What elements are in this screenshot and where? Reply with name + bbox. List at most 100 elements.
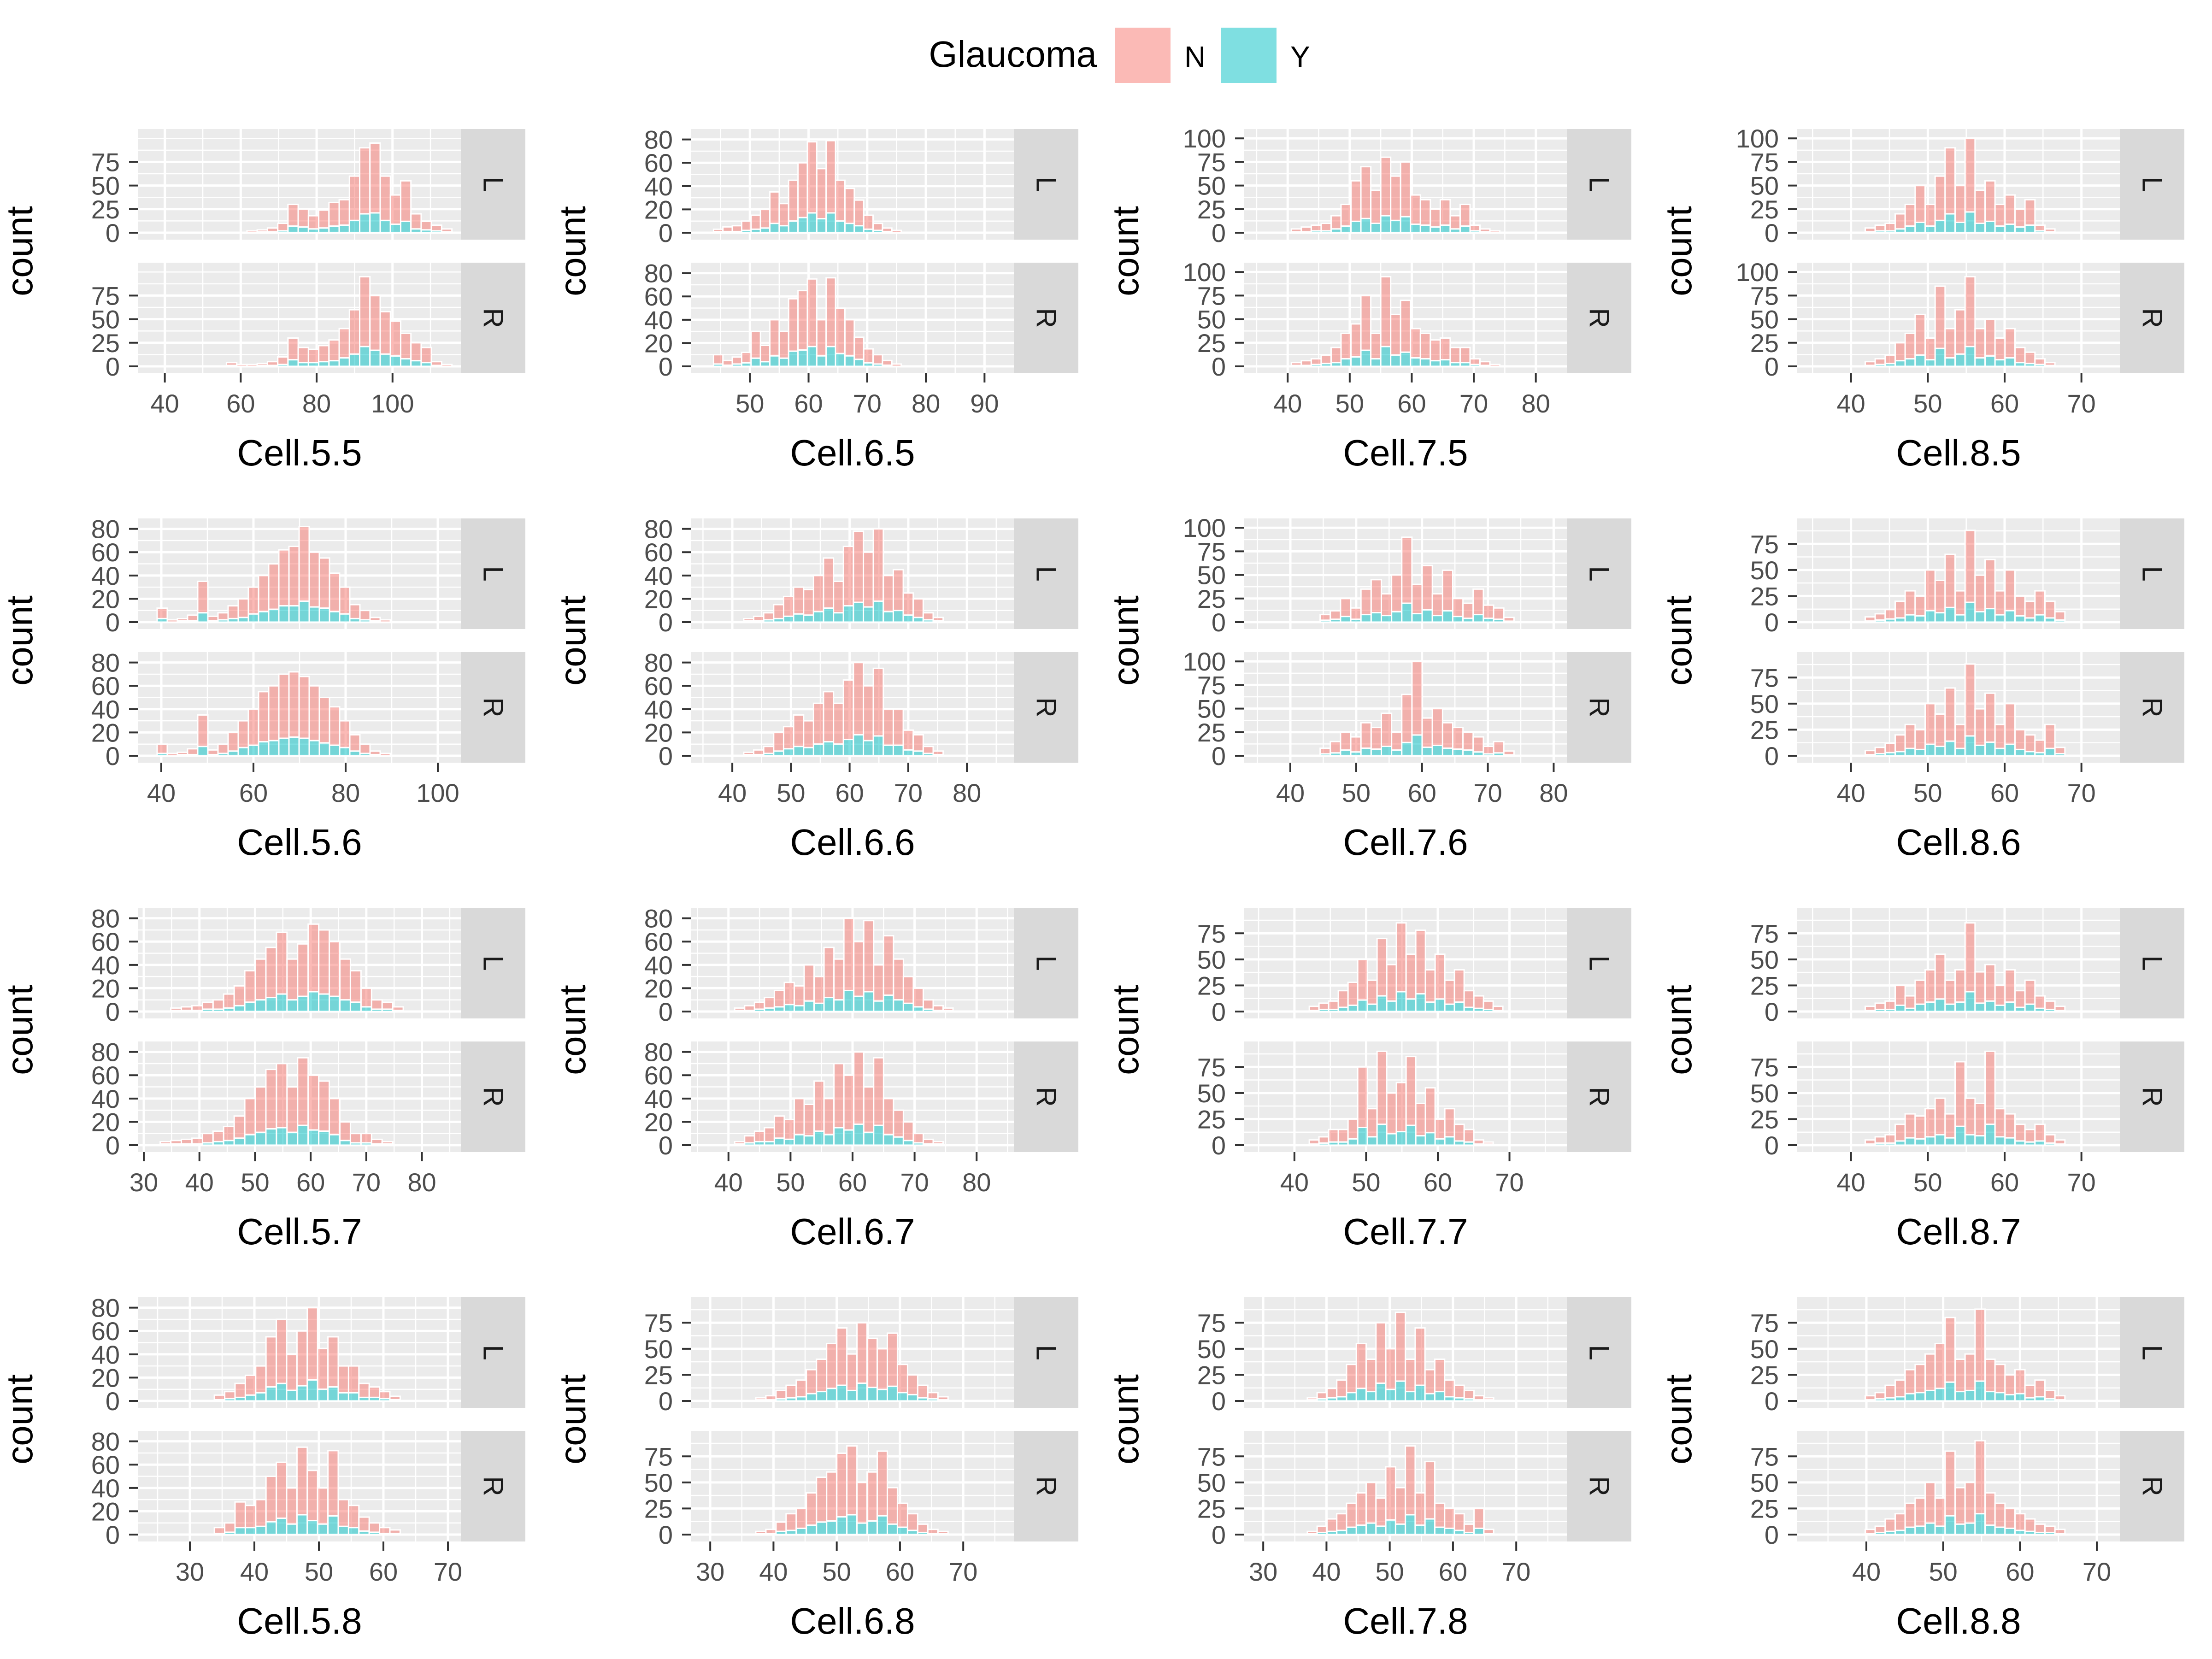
bar-y [278, 737, 290, 757]
x-axis-title: Cell.6.7 [790, 1211, 915, 1252]
bar-n [2014, 990, 2026, 1008]
bar-n [872, 223, 883, 231]
y-tick-label: 0 [106, 1520, 120, 1549]
bar-y [2004, 1001, 2016, 1012]
bar-n [1984, 964, 1996, 1002]
bar-n [759, 344, 771, 363]
bar-y [1934, 998, 1946, 1012]
strip-background [1567, 129, 1631, 240]
y-tick-label: 50 [1750, 1335, 1779, 1364]
bar-n [1381, 712, 1393, 747]
bar-y [1865, 231, 1876, 234]
strip-background [2120, 908, 2184, 1018]
bar-y [1924, 1136, 1936, 1146]
bar-y [803, 614, 814, 623]
x-tick-label: 60 [1397, 389, 1426, 418]
bar-y [902, 1140, 914, 1146]
bar-y [1894, 751, 1906, 757]
x-tick-label: 50 [777, 778, 805, 807]
bar-n [254, 958, 267, 1001]
bar-n [213, 1527, 226, 1534]
bar-n [371, 999, 383, 1010]
bar-y [318, 742, 330, 757]
x-tick-label: 30 [1249, 1557, 1277, 1586]
bar-n [1370, 189, 1382, 224]
bar-n [1944, 553, 1956, 608]
bar-n [1934, 1343, 1946, 1389]
legend-key-y [1221, 28, 1277, 83]
x-axis-title: Cell.8.8 [1896, 1600, 2021, 1641]
bar-y [1306, 1399, 1318, 1402]
bar-y [1944, 1381, 1956, 1402]
bar-n [1884, 1134, 1896, 1144]
bar-y [753, 753, 765, 757]
bar-n [379, 175, 391, 221]
bar-y [1924, 225, 1936, 234]
bar-y [1350, 751, 1362, 757]
x-axis-title: Cell.8.6 [1896, 822, 2021, 863]
bar-y [1994, 1136, 2006, 1146]
bar-n [268, 563, 280, 610]
bar-y [420, 362, 432, 367]
bar-y [1326, 1397, 1338, 1402]
bar-y [1434, 998, 1446, 1012]
bar-n [1452, 727, 1464, 750]
bar-y [1865, 1010, 1876, 1012]
bar-y [1483, 1533, 1494, 1535]
bar-n [795, 1379, 807, 1398]
bar-n [917, 1523, 929, 1533]
bar-y [430, 230, 442, 234]
bar-y [823, 1134, 835, 1146]
bar-y [2034, 614, 2046, 623]
y-tick-label: 0 [1765, 1520, 1779, 1549]
y-tick-label: 60 [644, 927, 673, 956]
bar-n [1357, 959, 1368, 1001]
bar-n [764, 997, 775, 1009]
bar-n [1934, 1497, 1946, 1527]
bar-n [1924, 569, 1936, 612]
y-tick-label: 25 [1197, 971, 1226, 1000]
bar-y [156, 618, 168, 623]
bar-n [1874, 1136, 1886, 1144]
x-tick-label: 40 [759, 1557, 788, 1586]
bar-y [877, 1515, 888, 1535]
bar-n [328, 339, 340, 362]
bar-y [803, 1000, 815, 1012]
bar-n [287, 337, 299, 361]
bar-y [156, 753, 168, 757]
bar-n [1441, 722, 1454, 749]
x-tick-label: 40 [1280, 1168, 1309, 1197]
y-tick-label: 0 [659, 1131, 673, 1160]
bar-y [317, 1523, 329, 1535]
bar-n [1934, 1097, 1946, 1135]
bar-y [882, 994, 894, 1012]
bar-n [2054, 611, 2066, 621]
bar-y [2014, 1393, 2026, 1402]
bar-y [826, 1388, 838, 1402]
bar-n [2004, 703, 2016, 745]
bar-n [806, 1492, 818, 1526]
bar-n [882, 575, 894, 612]
bar-n [2054, 747, 2066, 754]
bar-n [307, 215, 320, 230]
bar-n [803, 964, 815, 1002]
bar-y [902, 749, 914, 757]
bar-y [1463, 1398, 1475, 1402]
strip-label: L [478, 566, 509, 581]
bar-n [797, 162, 808, 218]
bar-n [1894, 1124, 1906, 1142]
bar-y [813, 1130, 825, 1146]
bar-n [1320, 223, 1332, 232]
y-axis-title: count [0, 1374, 40, 1465]
bar-n [1914, 1497, 1926, 1527]
bar-y [835, 353, 846, 367]
bar-y [327, 1515, 339, 1535]
y-tick-label: 75 [1197, 147, 1226, 176]
bar-n [187, 614, 199, 622]
bar-y [1483, 1399, 1494, 1402]
bar-y [2024, 751, 2036, 757]
bar-y [1924, 1389, 1936, 1402]
bar-n [2004, 1507, 2016, 1529]
bar-y [853, 359, 865, 367]
